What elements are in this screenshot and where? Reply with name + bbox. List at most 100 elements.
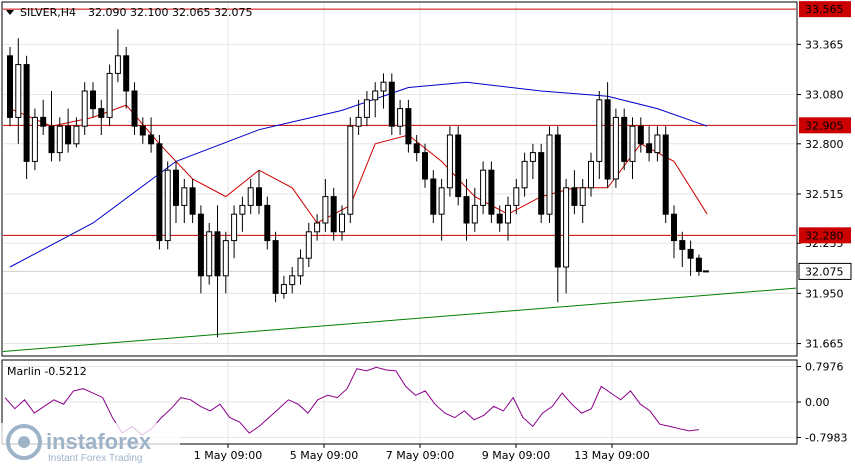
candle-body bbox=[181, 187, 188, 206]
candle bbox=[529, 143, 536, 179]
level-badge-label: 32.905 bbox=[805, 119, 844, 132]
level-badge bbox=[799, 1, 851, 18]
candle-body bbox=[339, 213, 345, 233]
candle-body bbox=[106, 72, 113, 118]
time-tick-label: 13 May 09:00 bbox=[574, 449, 649, 462]
candle-body bbox=[662, 134, 669, 215]
candle bbox=[139, 117, 146, 144]
candle-body bbox=[222, 240, 229, 277]
current-price-badge bbox=[798, 262, 852, 280]
logo-brand: instaforex bbox=[46, 429, 152, 454]
candle-body bbox=[305, 231, 312, 259]
candle-body bbox=[405, 108, 412, 145]
candle bbox=[123, 47, 130, 109]
candle-body bbox=[164, 169, 171, 242]
candle bbox=[637, 117, 644, 153]
candle-body bbox=[40, 116, 47, 127]
candle-body bbox=[513, 187, 520, 206]
candle-body bbox=[413, 143, 420, 154]
candle-body bbox=[388, 81, 395, 127]
candle-body bbox=[81, 90, 88, 127]
trend-line bbox=[2, 287, 797, 352]
candle-body bbox=[397, 108, 404, 127]
candle-body bbox=[588, 160, 594, 189]
candle bbox=[173, 161, 179, 223]
candle-body bbox=[272, 240, 279, 294]
time-axis: 1 May 09:00 5 May 09:00 7 May 09:00 9 May 0… bbox=[194, 444, 650, 462]
candle-body bbox=[231, 213, 238, 242]
candle-body bbox=[438, 187, 445, 215]
candle-body bbox=[280, 284, 287, 294]
candle bbox=[397, 99, 404, 135]
level-badge-label: 33.565 bbox=[805, 3, 844, 16]
candle-body bbox=[48, 125, 55, 154]
candle-body bbox=[422, 152, 428, 180]
candle bbox=[156, 135, 163, 250]
chart-ohlc: 32.090 32.100 32.065 32.075 bbox=[88, 6, 252, 19]
candle-body bbox=[463, 196, 470, 224]
candles bbox=[7, 29, 709, 338]
candle-body bbox=[505, 204, 511, 224]
candle bbox=[15, 38, 22, 144]
candle-body bbox=[322, 196, 329, 224]
candle-body bbox=[687, 248, 694, 259]
candle bbox=[189, 179, 196, 223]
time-tick-label: 9 May 09:00 bbox=[482, 449, 550, 462]
logo-mark-icon bbox=[6, 424, 42, 460]
collapse-arrow-icon[interactable] bbox=[6, 10, 14, 15]
chart-symbol-timeframe: SILVER,H4 bbox=[20, 6, 76, 19]
candle bbox=[446, 126, 453, 197]
candle bbox=[81, 82, 88, 135]
candle-body bbox=[646, 143, 653, 154]
candle-body bbox=[571, 187, 578, 206]
main-pane bbox=[1, 1, 798, 357]
candle-body bbox=[73, 125, 80, 145]
price-axis: 33.36533.08032.80032.51532.23531.95031.6… bbox=[797, 1, 852, 351]
level-badge-label: 32.280 bbox=[805, 229, 844, 242]
time-tick-label: 7 May 09:00 bbox=[386, 449, 454, 462]
candle bbox=[7, 47, 13, 127]
candle bbox=[73, 117, 80, 148]
candle bbox=[247, 179, 254, 215]
candle bbox=[330, 187, 337, 241]
candle-body bbox=[471, 204, 478, 224]
candle bbox=[90, 82, 96, 118]
candle-body bbox=[173, 169, 179, 206]
ma-long-line bbox=[9, 81, 708, 268]
candle bbox=[480, 161, 487, 215]
osc-tick-label: 0.7976 bbox=[805, 361, 844, 374]
candle bbox=[596, 91, 603, 179]
oscillator-axis: 0.7976 0.00 -0.7983 bbox=[797, 361, 847, 444]
candle-body bbox=[695, 257, 702, 272]
candle-body bbox=[31, 116, 38, 162]
candle bbox=[256, 170, 262, 215]
candle bbox=[471, 187, 478, 232]
candle-body bbox=[330, 196, 337, 233]
candle-body bbox=[148, 134, 155, 145]
current-price-label: 32.075 bbox=[805, 265, 844, 278]
candle bbox=[579, 179, 586, 223]
candle-body bbox=[189, 187, 196, 215]
candle-body bbox=[98, 108, 105, 118]
candle bbox=[206, 223, 213, 285]
candle bbox=[671, 205, 677, 259]
candle-body bbox=[239, 204, 246, 215]
candle bbox=[314, 214, 321, 241]
candle-body bbox=[480, 169, 487, 206]
candle bbox=[679, 231, 686, 267]
candle bbox=[629, 117, 636, 179]
candle bbox=[363, 91, 370, 127]
candle bbox=[388, 73, 395, 135]
candle-body bbox=[123, 55, 130, 92]
candle-body bbox=[256, 187, 262, 206]
candle bbox=[571, 170, 578, 215]
candle bbox=[687, 240, 694, 276]
candle-body bbox=[355, 116, 362, 127]
candle-body bbox=[289, 275, 296, 286]
candle-body bbox=[197, 213, 204, 277]
candle bbox=[422, 143, 428, 188]
candle-body bbox=[496, 213, 503, 224]
indicator-label: Marlin -0.5212 bbox=[7, 365, 87, 378]
candle-body bbox=[347, 125, 354, 215]
